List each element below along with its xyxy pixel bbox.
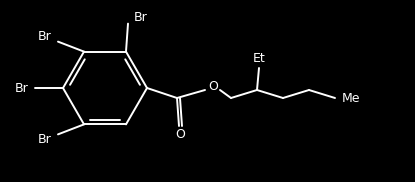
Text: Br: Br	[38, 30, 52, 43]
Text: Br: Br	[134, 11, 148, 24]
Text: O: O	[176, 128, 186, 141]
Text: O: O	[208, 80, 218, 94]
Text: Et: Et	[253, 52, 265, 66]
Text: Me: Me	[342, 92, 360, 104]
Text: Br: Br	[38, 133, 52, 146]
Text: Br: Br	[15, 82, 29, 94]
